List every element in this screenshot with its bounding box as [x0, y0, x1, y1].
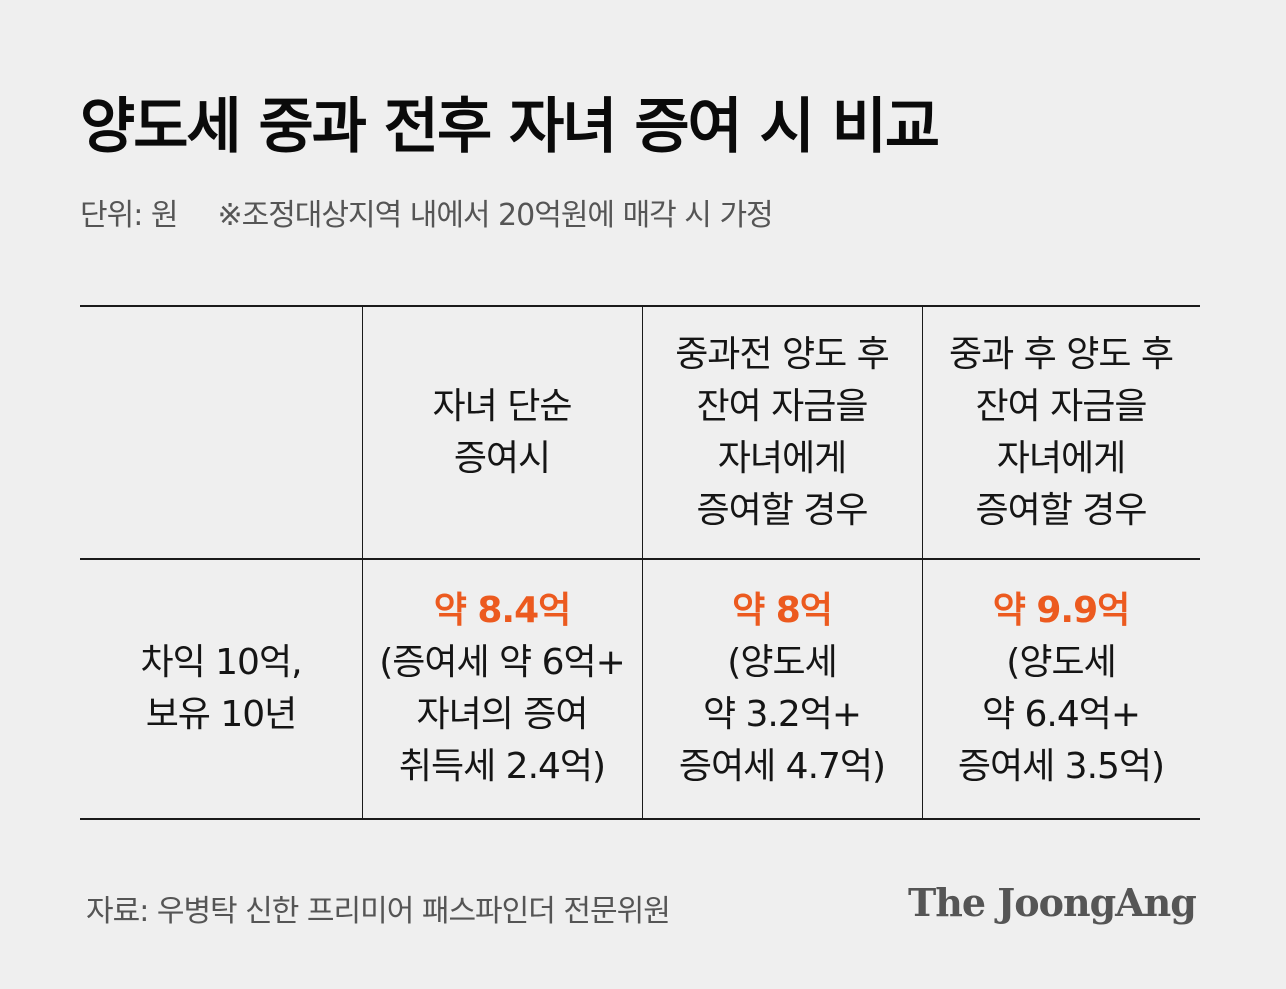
header-cell-after-surcharge: 중과 후 양도 후 잔여 자금을 자녀에게 증여할 경우 [922, 307, 1200, 558]
table-bottom-rule [80, 818, 1200, 820]
table-column-divider [642, 307, 643, 818]
detail-line: 약 6.4억+ [981, 694, 1141, 735]
total-value: 약 8억 [732, 590, 833, 631]
detail-line: 자녀의 증여 [416, 694, 588, 735]
assumption-note: ※조정대상지역 내에서 20억원에 매각 시 가정 [217, 198, 773, 233]
detail-line: (증여세 약 6억+ [379, 642, 626, 683]
header-line: 자녀 단순 [432, 385, 573, 427]
header-line: 증여할 경우 [975, 489, 1147, 531]
header-line: 증여시 [453, 437, 551, 479]
header-line: 중과 후 양도 후 [948, 333, 1174, 375]
header-cell-blank [80, 307, 362, 558]
value-cell-after-surcharge: 약 9.9억 (양도세 약 6.4억+ 증여세 3.5억) [922, 560, 1200, 818]
detail-line: 취득세 2.4억) [398, 746, 606, 787]
header-line: 잔여 자금을 [696, 385, 868, 427]
header-line: 증여할 경우 [696, 489, 868, 531]
total-value: 약 8.4억 [433, 590, 572, 631]
page-title: 양도세 중과 전후 자녀 증여 시 비교 [80, 92, 940, 162]
row-label-cell: 차익 10억, 보유 10년 [80, 560, 362, 818]
detail-line: 증여세 4.7억) [678, 746, 886, 787]
detail-line: 약 3.2억+ [702, 694, 862, 735]
table-column-divider [922, 307, 923, 818]
value-cell-simple-gift: 약 8.4억 (증여세 약 6억+ 자녀의 증여 취득세 2.4억) [362, 560, 642, 818]
row-label-line: 보유 10년 [145, 694, 298, 735]
table-column-divider [362, 307, 363, 818]
row-label-line: 차익 10억, [140, 642, 302, 683]
unit-label: 단위: 원 [80, 198, 178, 233]
detail-line: (양도세 [727, 642, 837, 683]
publisher-logo: The JoongAng [908, 880, 1197, 925]
value-cell-before-surcharge: 약 8억 (양도세 약 3.2억+ 증여세 4.7억) [642, 560, 922, 818]
header-cell-simple-gift: 자녀 단순 증여시 [362, 307, 642, 558]
header-cell-before-surcharge: 중과전 양도 후 잔여 자금을 자녀에게 증여할 경우 [642, 307, 922, 558]
header-line: 자녀에게 [996, 437, 1126, 479]
detail-line: (양도세 [1006, 642, 1116, 683]
table-top-rule [80, 305, 1200, 307]
header-line: 중과전 양도 후 [675, 333, 890, 375]
table-middle-rule [80, 558, 1200, 560]
header-line: 잔여 자금을 [975, 385, 1147, 427]
total-value: 약 9.9억 [992, 590, 1131, 631]
source-credit: 자료: 우병탁 신한 프리미어 패스파인더 전문위원 [86, 894, 671, 929]
header-line: 자녀에게 [717, 437, 847, 479]
detail-line: 증여세 3.5억) [957, 746, 1165, 787]
subtitle-line: 단위: 원 ※조정대상지역 내에서 20억원에 매각 시 가정 [80, 190, 774, 234]
